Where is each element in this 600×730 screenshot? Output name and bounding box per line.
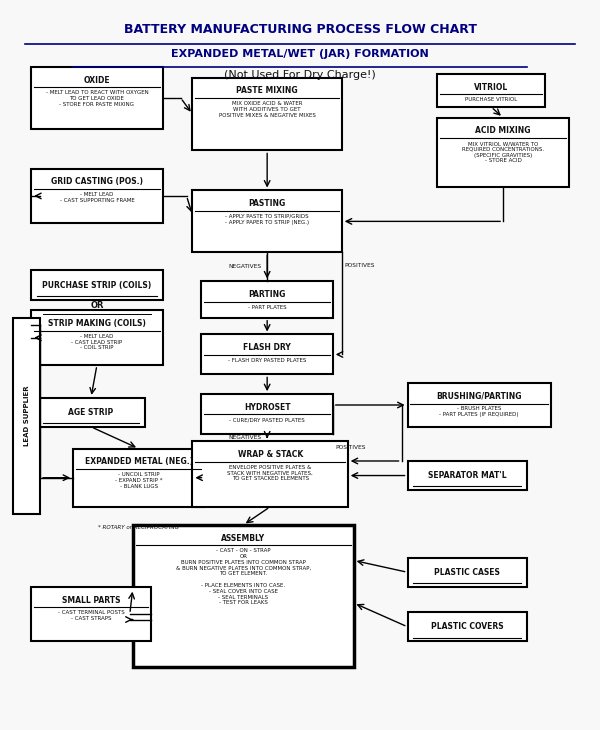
- Text: ENVELOPE POSITIVE PLATES &
STACK WITH NEGATIVE PLATES,
TO GET STACKED ELEMENTS: ENVELOPE POSITIVE PLATES & STACK WITH NE…: [227, 464, 313, 481]
- Text: - BRUSH PLATES
- PART PLATES (IF REQUIRED): - BRUSH PLATES - PART PLATES (IF REQUIRE…: [439, 407, 519, 418]
- FancyBboxPatch shape: [31, 169, 163, 223]
- Text: PARTING: PARTING: [248, 290, 286, 299]
- Text: OR: OR: [90, 301, 104, 310]
- FancyBboxPatch shape: [37, 398, 145, 427]
- Text: * ROTARY or RECIPROCATING: * ROTARY or RECIPROCATING: [98, 525, 179, 530]
- Text: MIX OXIDE ACID & WATER
WITH ADDITIVES TO GET
POSITIVE MIXES & NEGATIVE MIXES: MIX OXIDE ACID & WATER WITH ADDITIVES TO…: [219, 101, 316, 118]
- FancyBboxPatch shape: [202, 281, 333, 318]
- Text: - MELT LEAD
- CAST LEAD STRIP
- COIL STRIP: - MELT LEAD - CAST LEAD STRIP - COIL STR…: [71, 334, 122, 350]
- Text: LEAD SUPPLIER: LEAD SUPPLIER: [24, 385, 30, 446]
- Text: SMALL PARTS: SMALL PARTS: [62, 596, 120, 604]
- Text: POSITIVES: POSITIVES: [345, 264, 375, 268]
- Text: EXPANDED METAL/WET (JAR) FORMATION: EXPANDED METAL/WET (JAR) FORMATION: [171, 49, 429, 58]
- Text: AGE STRIP: AGE STRIP: [68, 408, 113, 417]
- Text: GRID CASTING (POS.): GRID CASTING (POS.): [51, 177, 143, 186]
- Text: - APPLY PASTE TO STRIP/GRIDS
- APPLY PAPER TO STRIP (NEG.): - APPLY PASTE TO STRIP/GRIDS - APPLY PAP…: [225, 214, 309, 225]
- Text: WRAP & STACK: WRAP & STACK: [238, 450, 303, 459]
- Text: STRIP MAKING (COILS): STRIP MAKING (COILS): [48, 319, 146, 328]
- Text: MIX VITRIOL W/WATER TO
REQUIRED CONCENTRATIONS.
(SPECIFIC GRAVITIES)
- STORE ACI: MIX VITRIOL W/WATER TO REQUIRED CONCENTR…: [462, 141, 544, 164]
- Text: - CAST - ON - STRAP
OR
BURN POSITIVE PLATES INTO COMMON STRAP
& BURN NEGATIVE PL: - CAST - ON - STRAP OR BURN POSITIVE PLA…: [176, 548, 311, 605]
- FancyBboxPatch shape: [31, 587, 151, 642]
- Text: ASSEMBLY: ASSEMBLY: [221, 534, 265, 542]
- Text: (Not Used For Dry Charge!): (Not Used For Dry Charge!): [224, 71, 376, 80]
- Text: NEGATIVES: NEGATIVES: [228, 264, 261, 269]
- FancyBboxPatch shape: [407, 461, 527, 490]
- Text: FLASH DRY: FLASH DRY: [243, 343, 291, 352]
- Text: BATTERY MANUFACTURING PROCESS FLOW CHART: BATTERY MANUFACTURING PROCESS FLOW CHART: [124, 23, 476, 36]
- Text: BRUSHING/PARTING: BRUSHING/PARTING: [436, 392, 522, 401]
- FancyBboxPatch shape: [31, 310, 163, 365]
- Text: POSITIVES: POSITIVES: [336, 445, 367, 450]
- FancyBboxPatch shape: [193, 191, 342, 253]
- Text: - MELT LEAD
- CAST SUPPORTING FRAME: - MELT LEAD - CAST SUPPORTING FRAME: [59, 192, 134, 203]
- FancyBboxPatch shape: [193, 442, 348, 507]
- FancyBboxPatch shape: [13, 318, 40, 514]
- FancyBboxPatch shape: [407, 383, 551, 427]
- Text: PURCHASE STRIP (COILS): PURCHASE STRIP (COILS): [43, 280, 152, 290]
- Text: - CURE/DRY PASTED PLATES: - CURE/DRY PASTED PLATES: [229, 418, 305, 423]
- Text: PLASTIC CASES: PLASTIC CASES: [434, 568, 500, 577]
- Text: - PART PLATES: - PART PLATES: [248, 304, 286, 310]
- Text: SEPARATOR MAT'L: SEPARATOR MAT'L: [428, 471, 506, 480]
- FancyBboxPatch shape: [73, 449, 205, 507]
- FancyBboxPatch shape: [193, 78, 342, 150]
- Text: NEGATIVES: NEGATIVES: [228, 435, 261, 440]
- Text: - CAST TERMINAL POSTS
- CAST STRAPS: - CAST TERMINAL POSTS - CAST STRAPS: [58, 610, 124, 621]
- Text: VITRIOL: VITRIOL: [474, 82, 508, 92]
- Text: - MELT LEAD TO REACT WITH OXYGEN
TO GET LEAD OXIDE
- STORE FOR PASTE MIXING: - MELT LEAD TO REACT WITH OXYGEN TO GET …: [46, 90, 148, 107]
- FancyBboxPatch shape: [133, 525, 354, 666]
- Text: PURCHASE VITRIOL: PURCHASE VITRIOL: [465, 97, 517, 102]
- Text: HYDROSET: HYDROSET: [244, 403, 290, 412]
- FancyBboxPatch shape: [202, 334, 333, 374]
- Text: EXPANDED METAL (NEG.): EXPANDED METAL (NEG.): [85, 458, 193, 466]
- FancyBboxPatch shape: [31, 270, 163, 299]
- Text: OXIDE: OXIDE: [83, 76, 110, 85]
- Text: - UNCOIL STRIP
- EXPAND STRIP *
- BLANK LUGS: - UNCOIL STRIP - EXPAND STRIP * - BLANK …: [115, 472, 163, 488]
- Text: - FLASH DRY PASTED PLATES: - FLASH DRY PASTED PLATES: [228, 358, 307, 363]
- FancyBboxPatch shape: [407, 612, 527, 642]
- FancyBboxPatch shape: [437, 74, 545, 107]
- Text: PLASTIC COVERS: PLASTIC COVERS: [431, 622, 503, 631]
- FancyBboxPatch shape: [202, 394, 333, 434]
- Text: ACID MIXING: ACID MIXING: [475, 126, 531, 136]
- FancyBboxPatch shape: [31, 67, 163, 128]
- Text: PASTE MIXING: PASTE MIXING: [236, 86, 298, 96]
- FancyBboxPatch shape: [407, 558, 527, 587]
- Text: PASTING: PASTING: [248, 199, 286, 208]
- FancyBboxPatch shape: [437, 118, 569, 187]
